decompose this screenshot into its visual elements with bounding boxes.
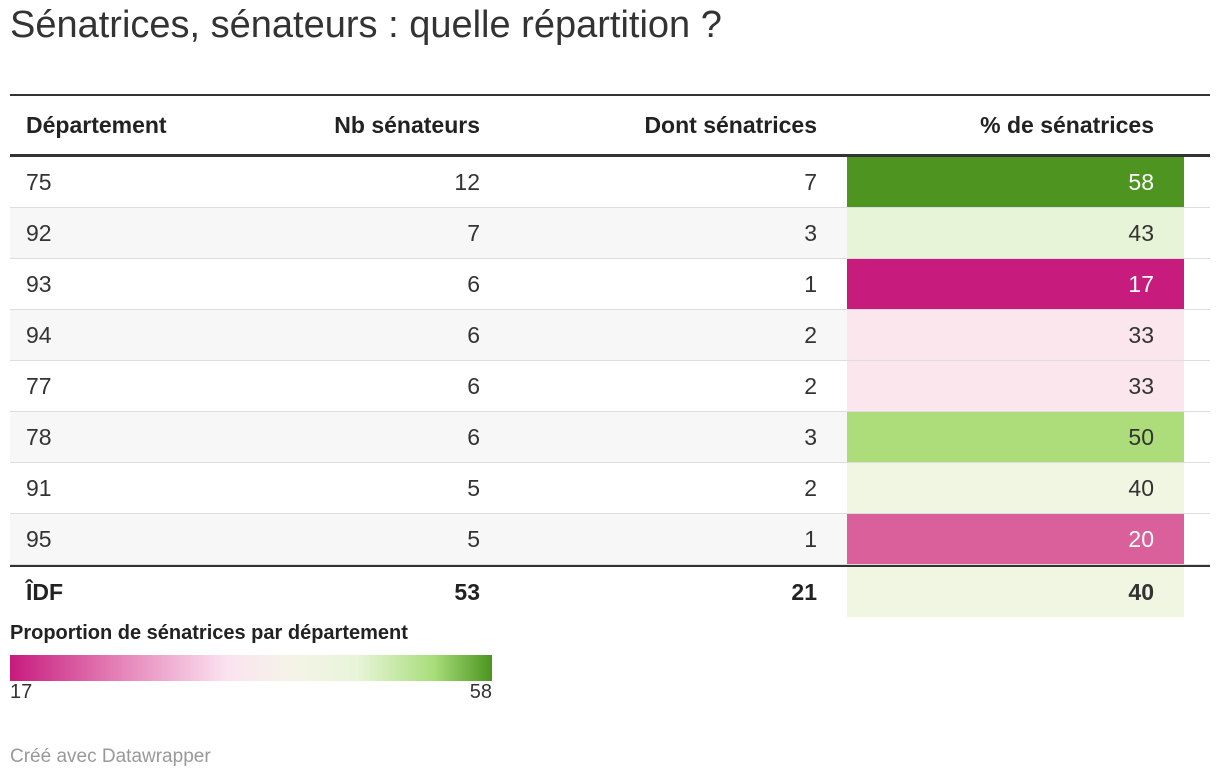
cell-departement: 94 <box>10 310 260 360</box>
legend-title: Proportion de sénatrices par département <box>10 622 408 644</box>
cell-departement: 95 <box>10 514 260 564</box>
color-legend: Proportion de sénatrices par département… <box>10 622 492 705</box>
legend-ticks: 17 58 <box>10 681 492 705</box>
table-row: 91 5 2 40 <box>10 463 1210 514</box>
cell-nb-senateurs: 7 <box>260 208 510 258</box>
cell-pct-senatrices: 33 <box>847 361 1184 411</box>
cell-departement: 78 <box>10 412 260 462</box>
cell-dont-senatrices: 2 <box>804 372 817 399</box>
cell-nb-senateurs: 12 <box>454 168 480 195</box>
cell-pct-senatrices: 17 <box>847 259 1184 309</box>
data-table: Département Nb sénateurs Dont sénatrices… <box>10 94 1210 617</box>
table-row: 75 12 7 58 <box>10 157 1210 208</box>
cell-departement: 93 <box>26 270 52 297</box>
cell-nb-senateurs: 5 <box>260 514 510 564</box>
table-body: 75 12 7 58 92 7 3 43 93 6 1 17 94 6 2 33 77 6 2 33 78 6 3 50 91 5… <box>10 157 1210 565</box>
cell-pct-senatrices: 58 <box>847 157 1184 207</box>
table-row: 92 7 3 43 <box>10 208 1210 259</box>
cell-dont-senatrices: 2 <box>804 474 817 501</box>
header-dont-senatrices[interactable]: Dont sénatrices <box>644 111 817 138</box>
cell-dont-senatrices: 1 <box>804 270 817 297</box>
header-departement[interactable]: Département <box>26 111 167 138</box>
cell-pct-senatrices: 40 <box>847 463 1184 513</box>
table-row: 95 5 1 20 <box>10 514 1210 565</box>
table-top-rule <box>10 94 1210 96</box>
cell-pct-senatrices: 33 <box>847 310 1184 360</box>
cell-departement: ÎDF <box>26 578 64 605</box>
total-row: ÎDF 53 21 40 <box>10 565 1210 617</box>
table-total-row: ÎDF 53 21 40 <box>10 565 1210 617</box>
cell-dont-senatrices: 1 <box>510 514 847 564</box>
table-header-row: Département Nb sénateurs Dont sénatrices… <box>10 96 1210 157</box>
table-row: 78 6 3 50 <box>10 412 1210 463</box>
cell-dont-senatrices: 3 <box>510 412 847 462</box>
cell-nb-senateurs: 6 <box>467 372 480 399</box>
legend-min-label: 17 <box>10 681 33 703</box>
cell-departement: 75 <box>26 168 52 195</box>
table-row: 77 6 2 33 <box>10 361 1210 412</box>
cell-nb-senateurs: 6 <box>260 412 510 462</box>
cell-departement: 77 <box>26 372 52 399</box>
cell-nb-senateurs: 6 <box>260 310 510 360</box>
legend-gradient-bar <box>10 655 492 681</box>
cell-nb-senateurs: 6 <box>467 270 480 297</box>
cell-departement: 91 <box>26 474 52 501</box>
table-row: 93 6 1 17 <box>10 259 1210 310</box>
footer-credit: Créé avec Datawrapper <box>10 746 211 767</box>
header-pct-senatrices[interactable]: % de sénatrices <box>980 111 1154 138</box>
cell-pct-senatrices: 43 <box>847 208 1184 258</box>
cell-nb-senateurs: 53 <box>454 578 480 605</box>
cell-dont-senatrices: 7 <box>804 168 817 195</box>
cell-pct-senatrices: 40 <box>847 567 1184 617</box>
legend-max-label: 58 <box>469 681 492 703</box>
cell-pct-senatrices: 20 <box>847 514 1184 564</box>
cell-dont-senatrices: 21 <box>791 578 817 605</box>
chart-title: Sénatrices, sénateurs : quelle répartiti… <box>10 4 722 46</box>
cell-dont-senatrices: 2 <box>510 310 847 360</box>
cell-nb-senateurs: 5 <box>467 474 480 501</box>
cell-pct-senatrices: 50 <box>847 412 1184 462</box>
header-nb-senateurs[interactable]: Nb sénateurs <box>334 111 480 138</box>
cell-dont-senatrices: 3 <box>510 208 847 258</box>
cell-departement: 92 <box>10 208 260 258</box>
table-row: 94 6 2 33 <box>10 310 1210 361</box>
